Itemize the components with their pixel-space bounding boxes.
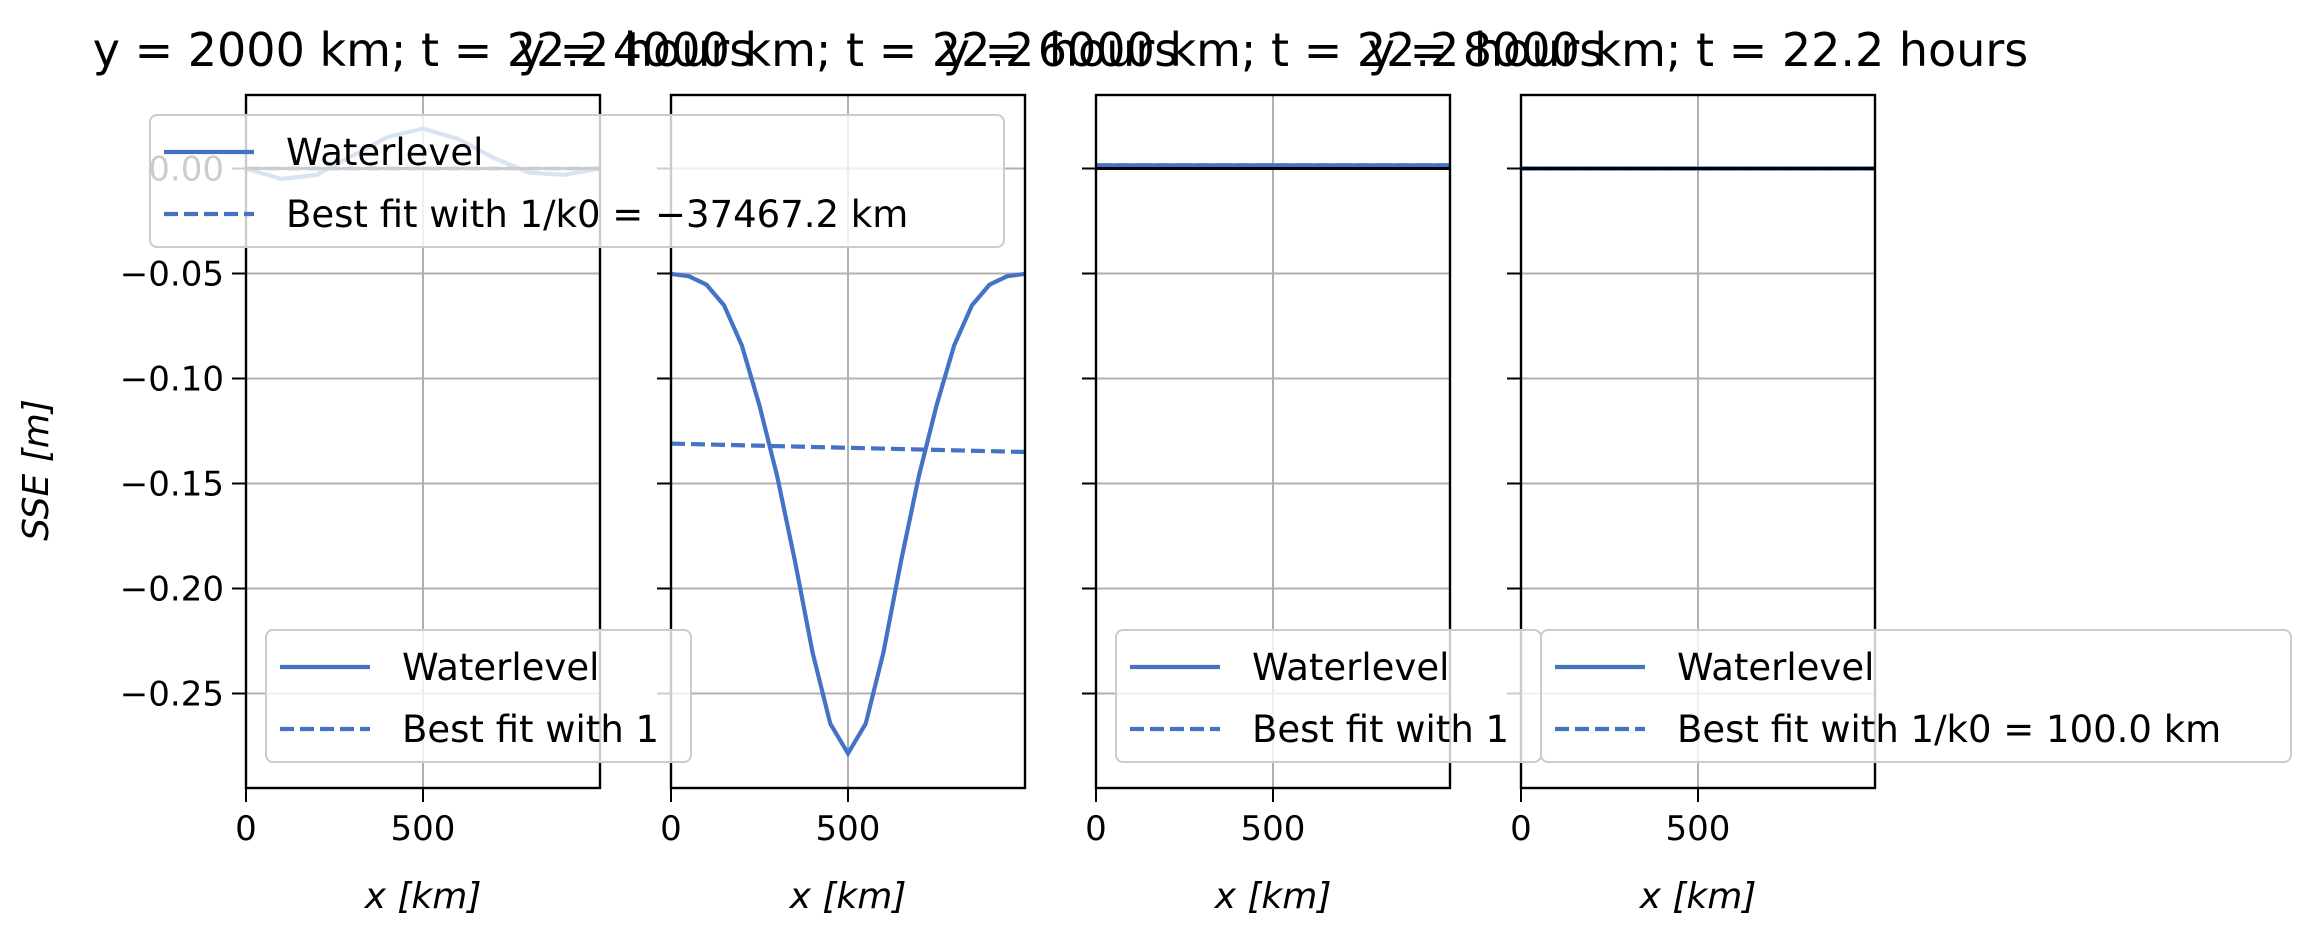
x-tick-label: 0 (235, 809, 257, 849)
y-tick-label: −0.25 (120, 675, 224, 715)
legend-label-best-fit: Best fit with 1 (1252, 708, 1509, 751)
panel-title: y = 2000 km; t = 22.2 hours (93, 23, 753, 77)
y-tick-label: −0.20 (120, 570, 224, 610)
legend-box (149, 114, 1005, 248)
x-tick-label: 0 (660, 809, 682, 849)
x-axis-label: x [km] (1639, 876, 1757, 917)
panel-title: y = 4000 km; t = 22.2 hours (518, 23, 1178, 77)
x-axis-label: x [km] (1214, 876, 1332, 917)
panel-4: 0 500 x [km] (1507, 93, 1877, 917)
plot-area (1096, 163, 1450, 170)
legends-layer: Waterlevel Best fit with 1/k0 = −37467.2 … (149, 114, 2292, 763)
waterlevel-line (671, 271, 1025, 758)
legend-label-waterlevel: Waterlevel (402, 646, 599, 689)
x-tick-label: 500 (391, 809, 456, 849)
y-axis-label: SSE [m] (16, 399, 57, 541)
x-axis-label: x [km] (364, 876, 482, 917)
panel-title: y = 6000 km; t = 22.2 hours (943, 23, 1603, 77)
legend-label-best-fit: Best fit with 1 (402, 708, 659, 751)
legend-label-best-fit: Best fit with 1/k0 = 100.0 km (1677, 708, 2221, 751)
legend-box (265, 629, 692, 763)
legend-label-waterlevel: Waterlevel (1677, 646, 1874, 689)
legend: Waterlevel Best fit with 1 (265, 629, 692, 763)
legend-label-waterlevel: Waterlevel (1252, 646, 1449, 689)
plot-area (671, 271, 1025, 758)
legend: Waterlevel Best fit with 1/k0 = 100.0 km (1540, 629, 2292, 763)
x-tick-label: 500 (1241, 809, 1306, 849)
legend-label-waterlevel: Waterlevel (286, 131, 483, 174)
legend: Waterlevel Best fit with 1/k0 = −37467.2 … (149, 114, 1005, 248)
panel-2: 0 500 x [km] (657, 93, 1027, 917)
x-tick-label: 0 (1085, 809, 1107, 849)
x-tick-label: 500 (816, 809, 881, 849)
y-tick-label: −0.10 (120, 360, 224, 400)
y-tick-label: −0.05 (120, 255, 224, 295)
x-tick-label: 500 (1666, 809, 1731, 849)
legend-label-best-fit: Best fit with 1/k0 = −37467.2 km (286, 193, 908, 236)
legend-box (1540, 629, 2292, 763)
y-tick-label: −0.15 (120, 465, 224, 505)
panel-3: 0 500 x [km] (1082, 93, 1452, 917)
x-axis-label: x [km] (789, 876, 907, 917)
panel-title: y = 8000 km; t = 22.2 hours (1368, 23, 2028, 77)
x-tick-label: 0 (1510, 809, 1532, 849)
legend: Waterlevel Best fit with 1 (1115, 629, 1542, 763)
